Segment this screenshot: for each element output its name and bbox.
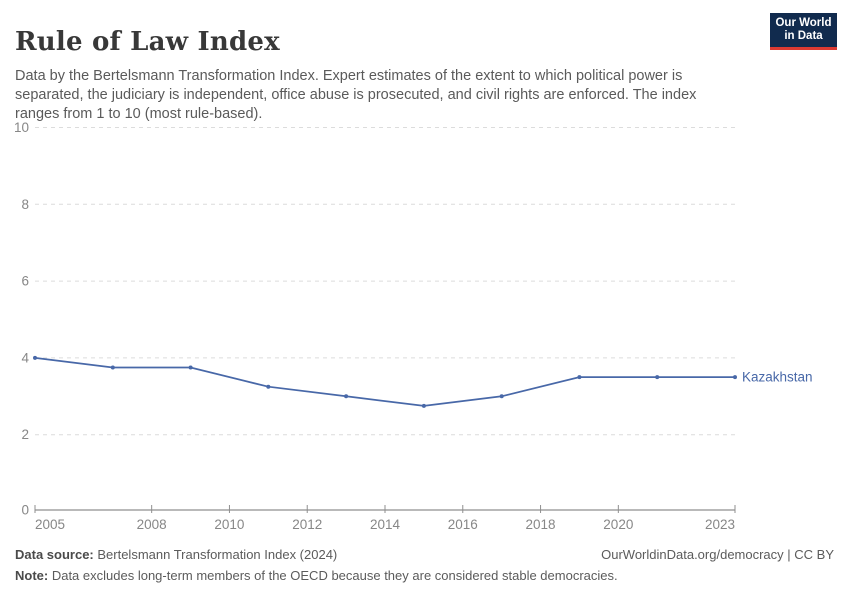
x-axis-tick-label: 2010 (214, 517, 244, 532)
data-point[interactable] (421, 403, 426, 408)
x-axis-tick-label: 2020 (603, 517, 633, 532)
y-axis-tick-label: 6 (21, 274, 29, 289)
note-text: Data excludes long-term members of the O… (48, 568, 618, 583)
owid-logo-line2: in Data (784, 30, 823, 42)
y-axis-tick-label: 0 (21, 503, 29, 518)
x-axis-tick-label: 2008 (137, 517, 167, 532)
note-line: Note: Data excludes long-term members of… (15, 568, 618, 583)
data-source-line: Data source: Bertelsmann Transformation … (15, 547, 337, 562)
series-line[interactable] (34, 357, 735, 407)
data-point[interactable] (266, 384, 271, 389)
y-axis-tick-label: 4 (21, 350, 29, 365)
x-axis-tick-label: 2012 (292, 517, 322, 532)
data-point[interactable] (110, 365, 115, 370)
x-axis-tick-label: 2018 (526, 517, 556, 532)
data-source-label: Data source: (15, 547, 94, 562)
y-axis-tick-label: 10 (14, 120, 29, 135)
data-point[interactable] (344, 394, 349, 399)
x-axis-tick-label: 2016 (448, 517, 478, 532)
x-axis-tick-label: 2023 (705, 517, 735, 532)
owid-logo[interactable]: Our World in Data (770, 13, 837, 50)
entity-label[interactable]: Kazakhstan (742, 370, 813, 385)
attribution-link[interactable]: OurWorldinData.org/democracy | CC BY (601, 547, 834, 562)
chart-title: Rule of Law Index (15, 27, 280, 58)
x-axis-tick-label: 2014 (370, 517, 401, 532)
x-axis-tick-label: 2005 (35, 517, 65, 532)
data-source-text: Bertelsmann Transformation Index (2024) (93, 547, 338, 562)
y-axis-tick-label: 8 (21, 197, 29, 212)
data-point[interactable] (655, 375, 660, 380)
data-point[interactable] (733, 375, 737, 380)
owid-logo-line1: Our World (775, 17, 832, 29)
data-point[interactable] (33, 355, 37, 360)
chart-footer: Data source: Bertelsmann Transformation … (15, 547, 834, 589)
data-point[interactable] (188, 365, 193, 370)
data-point[interactable] (499, 394, 504, 399)
y-axis-tick-label: 2 (21, 427, 29, 442)
note-label: Note: (15, 568, 49, 583)
data-point[interactable] (577, 375, 582, 380)
chart-subtitle: Data by the Bertelsmann Transformation I… (15, 67, 697, 122)
